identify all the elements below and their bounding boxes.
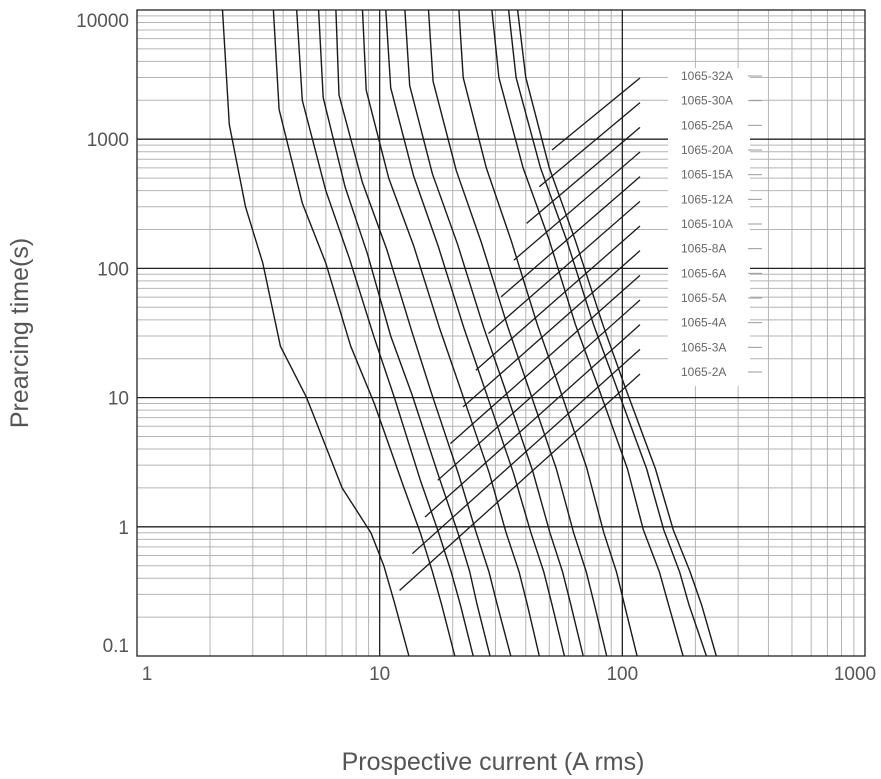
y-tick-label: 10000	[76, 11, 129, 32]
leader-line-1065-12A	[488, 200, 641, 334]
y-tick-label: 100	[97, 259, 129, 280]
x-axis-title: Prospective current (A rms)	[342, 748, 645, 776]
curve-1065-8A	[361, 9, 540, 657]
leader-line-1065-32A	[551, 77, 641, 151]
curve-1065-4A	[296, 9, 474, 657]
legend-label-1065-10A: 1065-10A	[681, 217, 733, 231]
curve-1065-15A	[427, 9, 608, 657]
legend-background	[668, 68, 750, 386]
y-tick-label: 1	[118, 518, 129, 539]
curve-1065-32A	[516, 9, 717, 657]
legend-label-1065-3A: 1065-3A	[681, 340, 726, 354]
leader-line-1065-6A	[449, 274, 641, 445]
x-tick-label: 1000	[834, 664, 876, 685]
legend: 1065-32A 1065-30A 1065-25A 1065-20A 1065-15A…	[681, 69, 762, 379]
legend-label-1065-32A: 1065-32A	[681, 69, 733, 83]
leader-line-1065-30A	[538, 102, 641, 188]
leader-line-1065-20A	[513, 151, 641, 261]
curve-1065-3A	[272, 9, 456, 657]
x-tick-label: 1	[142, 664, 153, 685]
legend-label-1065-4A: 1065-4A	[681, 316, 726, 330]
curve-1065-2A	[221, 9, 410, 657]
x-axis-ticks: 1 10 100 1000	[142, 664, 876, 685]
curve-1065-10A	[385, 9, 566, 657]
y-axis-title: Prearcing time(s)	[6, 238, 34, 428]
leader-line-1065-10A	[475, 225, 641, 371]
leader-line-1065-5A	[437, 299, 641, 481]
curve-1065-12A	[404, 9, 584, 657]
legend-label-1065-8A: 1065-8A	[681, 242, 726, 256]
curve-1065-6A	[335, 9, 512, 657]
legend-label-1065-5A: 1065-5A	[681, 291, 726, 305]
y-tick-label: 1000	[87, 130, 129, 151]
y-axis-ticks: 0.1 1 10 100 1000 10000	[76, 11, 129, 657]
leader-line-1065-15A	[500, 176, 641, 298]
curve-1065-25A	[491, 9, 684, 657]
legend-label-1065-25A: 1065-25A	[681, 118, 733, 132]
curve-1065-30A	[507, 9, 708, 657]
curve-1065-20A	[458, 9, 638, 657]
y-tick-label: 0.1	[103, 636, 129, 657]
leader-line-1065-8A	[462, 250, 641, 408]
major-grid	[137, 10, 865, 656]
x-tick-label: 100	[606, 664, 638, 685]
legend-label-1065-20A: 1065-20A	[681, 143, 733, 157]
x-tick-label: 10	[369, 664, 390, 685]
legend-label-1065-12A: 1065-12A	[681, 192, 733, 206]
y-tick-label: 10	[108, 389, 129, 410]
plot-frame	[136, 9, 866, 657]
legend-label-1065-15A: 1065-15A	[681, 168, 733, 182]
leader-line-1065-25A	[526, 126, 641, 224]
curve-series	[221, 9, 717, 657]
legend-label-1065-30A: 1065-30A	[681, 94, 733, 108]
legend-label-1065-2A: 1065-2A	[681, 365, 726, 379]
legend-leader-lines	[399, 77, 641, 591]
leader-line-1065-2A	[399, 373, 641, 591]
minor-grid	[137, 10, 865, 656]
leader-line-1065-4A	[424, 324, 641, 518]
curve-1065-5A	[317, 9, 491, 657]
legend-label-1065-6A: 1065-6A	[681, 266, 726, 280]
leader-line-1065-3A	[411, 348, 641, 555]
